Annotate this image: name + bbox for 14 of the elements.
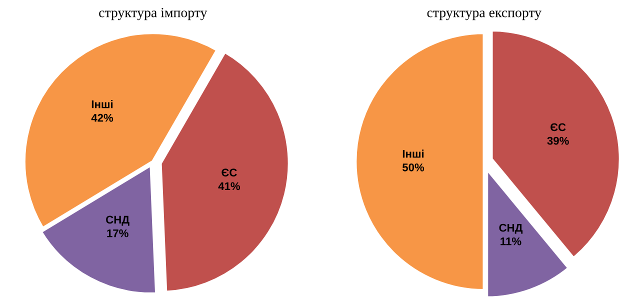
data-label: 17% (107, 229, 128, 238)
slice-label: ЄС (550, 123, 566, 132)
slice-label: Інші (402, 150, 424, 158)
data-label: 39% (547, 136, 569, 145)
slice-label: ЄС (222, 168, 237, 177)
slice-label: Інші (92, 100, 113, 108)
data-label: 41% (218, 182, 240, 190)
slice-label: СНД (106, 216, 130, 226)
chart-title: структура імпорту (99, 8, 208, 20)
slice-label: СНД (499, 224, 523, 234)
data-label: 50% (402, 163, 424, 172)
data-label: 42% (91, 114, 114, 122)
data-label: 11% (500, 237, 522, 246)
chart-title: структура експорту (427, 10, 542, 20)
